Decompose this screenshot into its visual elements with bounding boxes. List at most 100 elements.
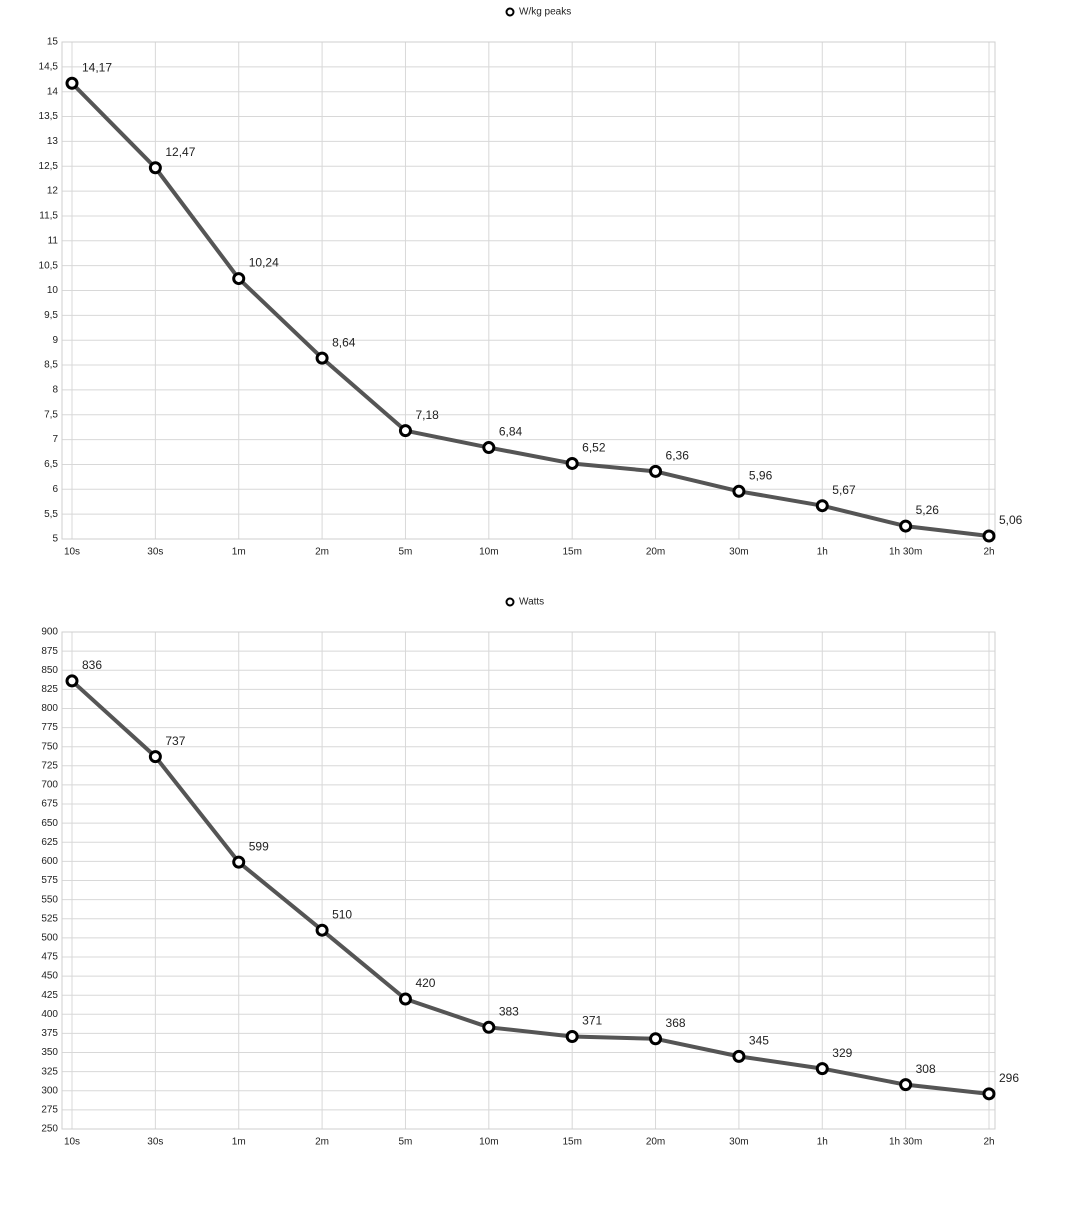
point	[482, 441, 496, 455]
y-tick-label: 675	[41, 799, 58, 810]
point	[232, 272, 246, 286]
point	[732, 1049, 746, 1063]
y-tick-label: 275	[41, 1105, 58, 1116]
point	[982, 1087, 996, 1101]
y-tick-label: 13	[47, 136, 59, 147]
x-tick-label: 10m	[479, 1137, 498, 1148]
value-label: 10,24	[249, 256, 279, 270]
y-tick-label: 725	[41, 760, 58, 771]
point	[65, 674, 79, 688]
x-tick-label: 30s	[147, 1137, 163, 1148]
plot-border	[61, 41, 996, 540]
x-tick-label: 2h	[983, 547, 994, 558]
point	[398, 992, 412, 1006]
point	[148, 750, 162, 764]
value-label: 737	[165, 734, 185, 748]
value-label: 371	[582, 1014, 602, 1028]
value-label: 6,36	[666, 449, 690, 463]
y-tick-label: 500	[41, 932, 58, 943]
x-tick-label: 2h	[983, 1137, 994, 1148]
y-tick-label: 13,5	[39, 111, 59, 122]
y-tick-label: 250	[41, 1124, 58, 1135]
y-tick-label: 5,5	[44, 509, 58, 520]
legend-marker	[505, 7, 515, 17]
point	[148, 161, 162, 175]
y-tick-label: 775	[41, 722, 58, 733]
y-tick-label: 325	[41, 1066, 58, 1077]
x-tick-label: 10m	[479, 547, 498, 558]
legend-label: W/kg peaks	[519, 7, 571, 18]
value-label: 383	[499, 1004, 519, 1018]
legend: Watts	[505, 597, 544, 608]
y-tick-label: 350	[41, 1047, 58, 1058]
x-tick-label: 15m	[562, 547, 581, 558]
x-tick-label: 10s	[64, 547, 80, 558]
value-label: 420	[415, 976, 435, 990]
value-label: 599	[249, 839, 269, 853]
y-tick-label: 875	[41, 646, 58, 657]
x-tick-label: 30s	[147, 547, 163, 558]
line	[70, 81, 990, 539]
y-tick-label: 575	[41, 875, 58, 886]
y-tick-label: 8	[52, 385, 58, 396]
y-tick-label: 300	[41, 1085, 58, 1096]
y-tick-label: 9	[52, 335, 58, 346]
y-tick-label: 11,5	[39, 211, 58, 222]
point	[315, 923, 329, 937]
y-tick-label: 6,5	[44, 459, 58, 470]
value-label: 6,52	[582, 441, 606, 455]
y-tick-label: 14	[47, 86, 59, 97]
point	[565, 456, 579, 470]
y-tick-label: 6	[52, 484, 58, 495]
y-tick-label: 8,5	[44, 360, 58, 371]
point	[649, 1032, 663, 1046]
y-tick-label: 525	[41, 913, 58, 924]
y-tick-label: 700	[41, 780, 58, 791]
point	[315, 351, 329, 365]
point	[232, 855, 246, 869]
legend-label: Watts	[519, 597, 544, 608]
value-label: 368	[666, 1016, 686, 1030]
value-label: 5,96	[749, 468, 773, 482]
point	[398, 424, 412, 438]
y-tick-label: 5	[52, 534, 58, 545]
value-label: 345	[749, 1034, 769, 1048]
y-tick-label: 375	[41, 1028, 58, 1039]
y-tick-label: 750	[41, 741, 58, 752]
x-tick-label: 1m	[232, 1137, 246, 1148]
legend: W/kg peaks	[505, 7, 571, 18]
y-tick-label: 11	[48, 235, 59, 246]
y-tick-label: 10	[47, 285, 59, 296]
value-label: 8,64	[332, 335, 356, 349]
y-tick-label: 400	[41, 1009, 58, 1020]
value-label: 12,47	[165, 145, 195, 159]
value-label: 510	[332, 907, 352, 921]
y-tick-label: 14,5	[39, 61, 59, 72]
value-label: 5,67	[832, 483, 856, 497]
x-tick-label: 20m	[646, 1137, 665, 1148]
value-label: 296	[999, 1071, 1019, 1085]
line	[70, 679, 990, 1096]
y-tick-label: 450	[41, 971, 58, 982]
y-tick-label: 625	[41, 837, 58, 848]
x-tick-label: 1h 30m	[889, 1137, 922, 1148]
x-tick-label: 30m	[729, 1137, 748, 1148]
value-label: 7,18	[415, 408, 439, 422]
value-label: 308	[916, 1062, 936, 1076]
y-tick-label: 7,5	[44, 409, 58, 420]
y-tick-label: 900	[41, 627, 58, 638]
point	[815, 1062, 829, 1076]
point	[649, 464, 663, 478]
chart: 5 5,5 6 6,5 7 7,5 8 8,5 9 9,5 10 10,5 11 11,5 12 12,5 13…	[39, 7, 1023, 558]
legend-marker	[505, 597, 515, 607]
x-tick-label: 1h	[817, 547, 828, 558]
chart: 250 275 300 325 350 375 400 425 450 475 500 525 550 5…	[41, 597, 1019, 1148]
x-tick-label: 5m	[399, 1137, 413, 1148]
y-tick-label: 12,5	[39, 161, 59, 172]
x-tick-label: 1h	[817, 1137, 828, 1148]
point	[65, 76, 79, 90]
x-tick-label: 2m	[315, 547, 329, 558]
x-tick-label: 1h 30m	[889, 547, 922, 558]
y-tick-label: 475	[41, 952, 58, 963]
